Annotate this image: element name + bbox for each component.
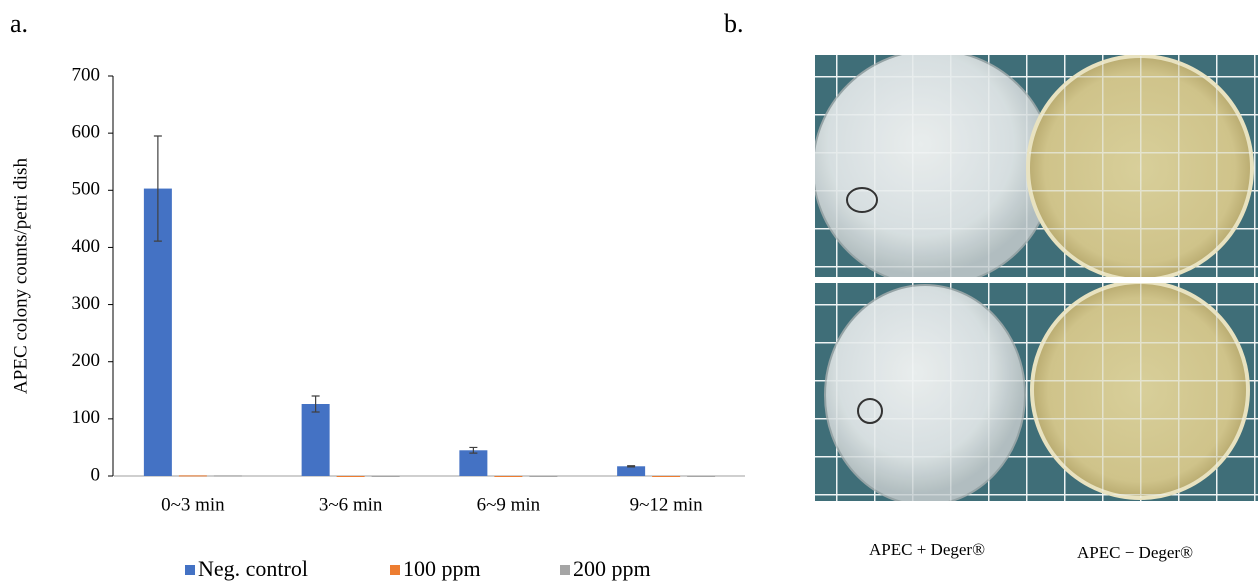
bar (652, 476, 681, 477)
bar (213, 475, 242, 477)
bar (529, 476, 558, 477)
x-tick-label: 0~3 min (161, 494, 225, 515)
bar (178, 475, 207, 477)
bar (459, 450, 488, 476)
y-tick-label: 600 (72, 122, 101, 143)
panel-label: a. (10, 9, 28, 38)
bar (687, 476, 716, 477)
photo-caption: APEC + Deger® (869, 540, 985, 559)
legend-label: 100 ppm (403, 556, 481, 581)
y-tick-label: 300 (72, 293, 101, 314)
y-tick-label: 0 (91, 464, 101, 485)
bar (371, 476, 400, 477)
y-tick-label: 100 (72, 407, 101, 428)
y-tick-label: 700 (72, 64, 101, 85)
y-tick-label: 500 (72, 179, 101, 200)
bar (301, 404, 330, 476)
legend-label: 200 ppm (573, 556, 651, 581)
x-tick-label: 9~12 min (630, 494, 704, 515)
legend-swatch (560, 565, 570, 575)
bar (336, 476, 365, 477)
petri-photo (815, 283, 1258, 501)
x-tick-label: 3~6 min (319, 494, 383, 515)
error-bar (469, 446, 478, 454)
legend-swatch (185, 565, 195, 575)
petri-photo (815, 55, 1258, 277)
y-axis-title: APEC colony counts/petri dish (10, 158, 31, 394)
panel-label: b. (724, 9, 744, 38)
bar (494, 476, 523, 477)
legend-swatch (390, 565, 400, 575)
legend-label: Neg. control (198, 556, 308, 581)
error-bar (311, 395, 320, 413)
error-bar (627, 465, 636, 468)
y-tick-label: 200 (72, 350, 101, 371)
x-tick-label: 6~9 min (477, 494, 541, 515)
bar (617, 466, 646, 476)
error-bar (153, 135, 162, 242)
photo-caption: APEC − Deger® (1077, 543, 1193, 562)
y-tick-label: 400 (72, 236, 101, 257)
